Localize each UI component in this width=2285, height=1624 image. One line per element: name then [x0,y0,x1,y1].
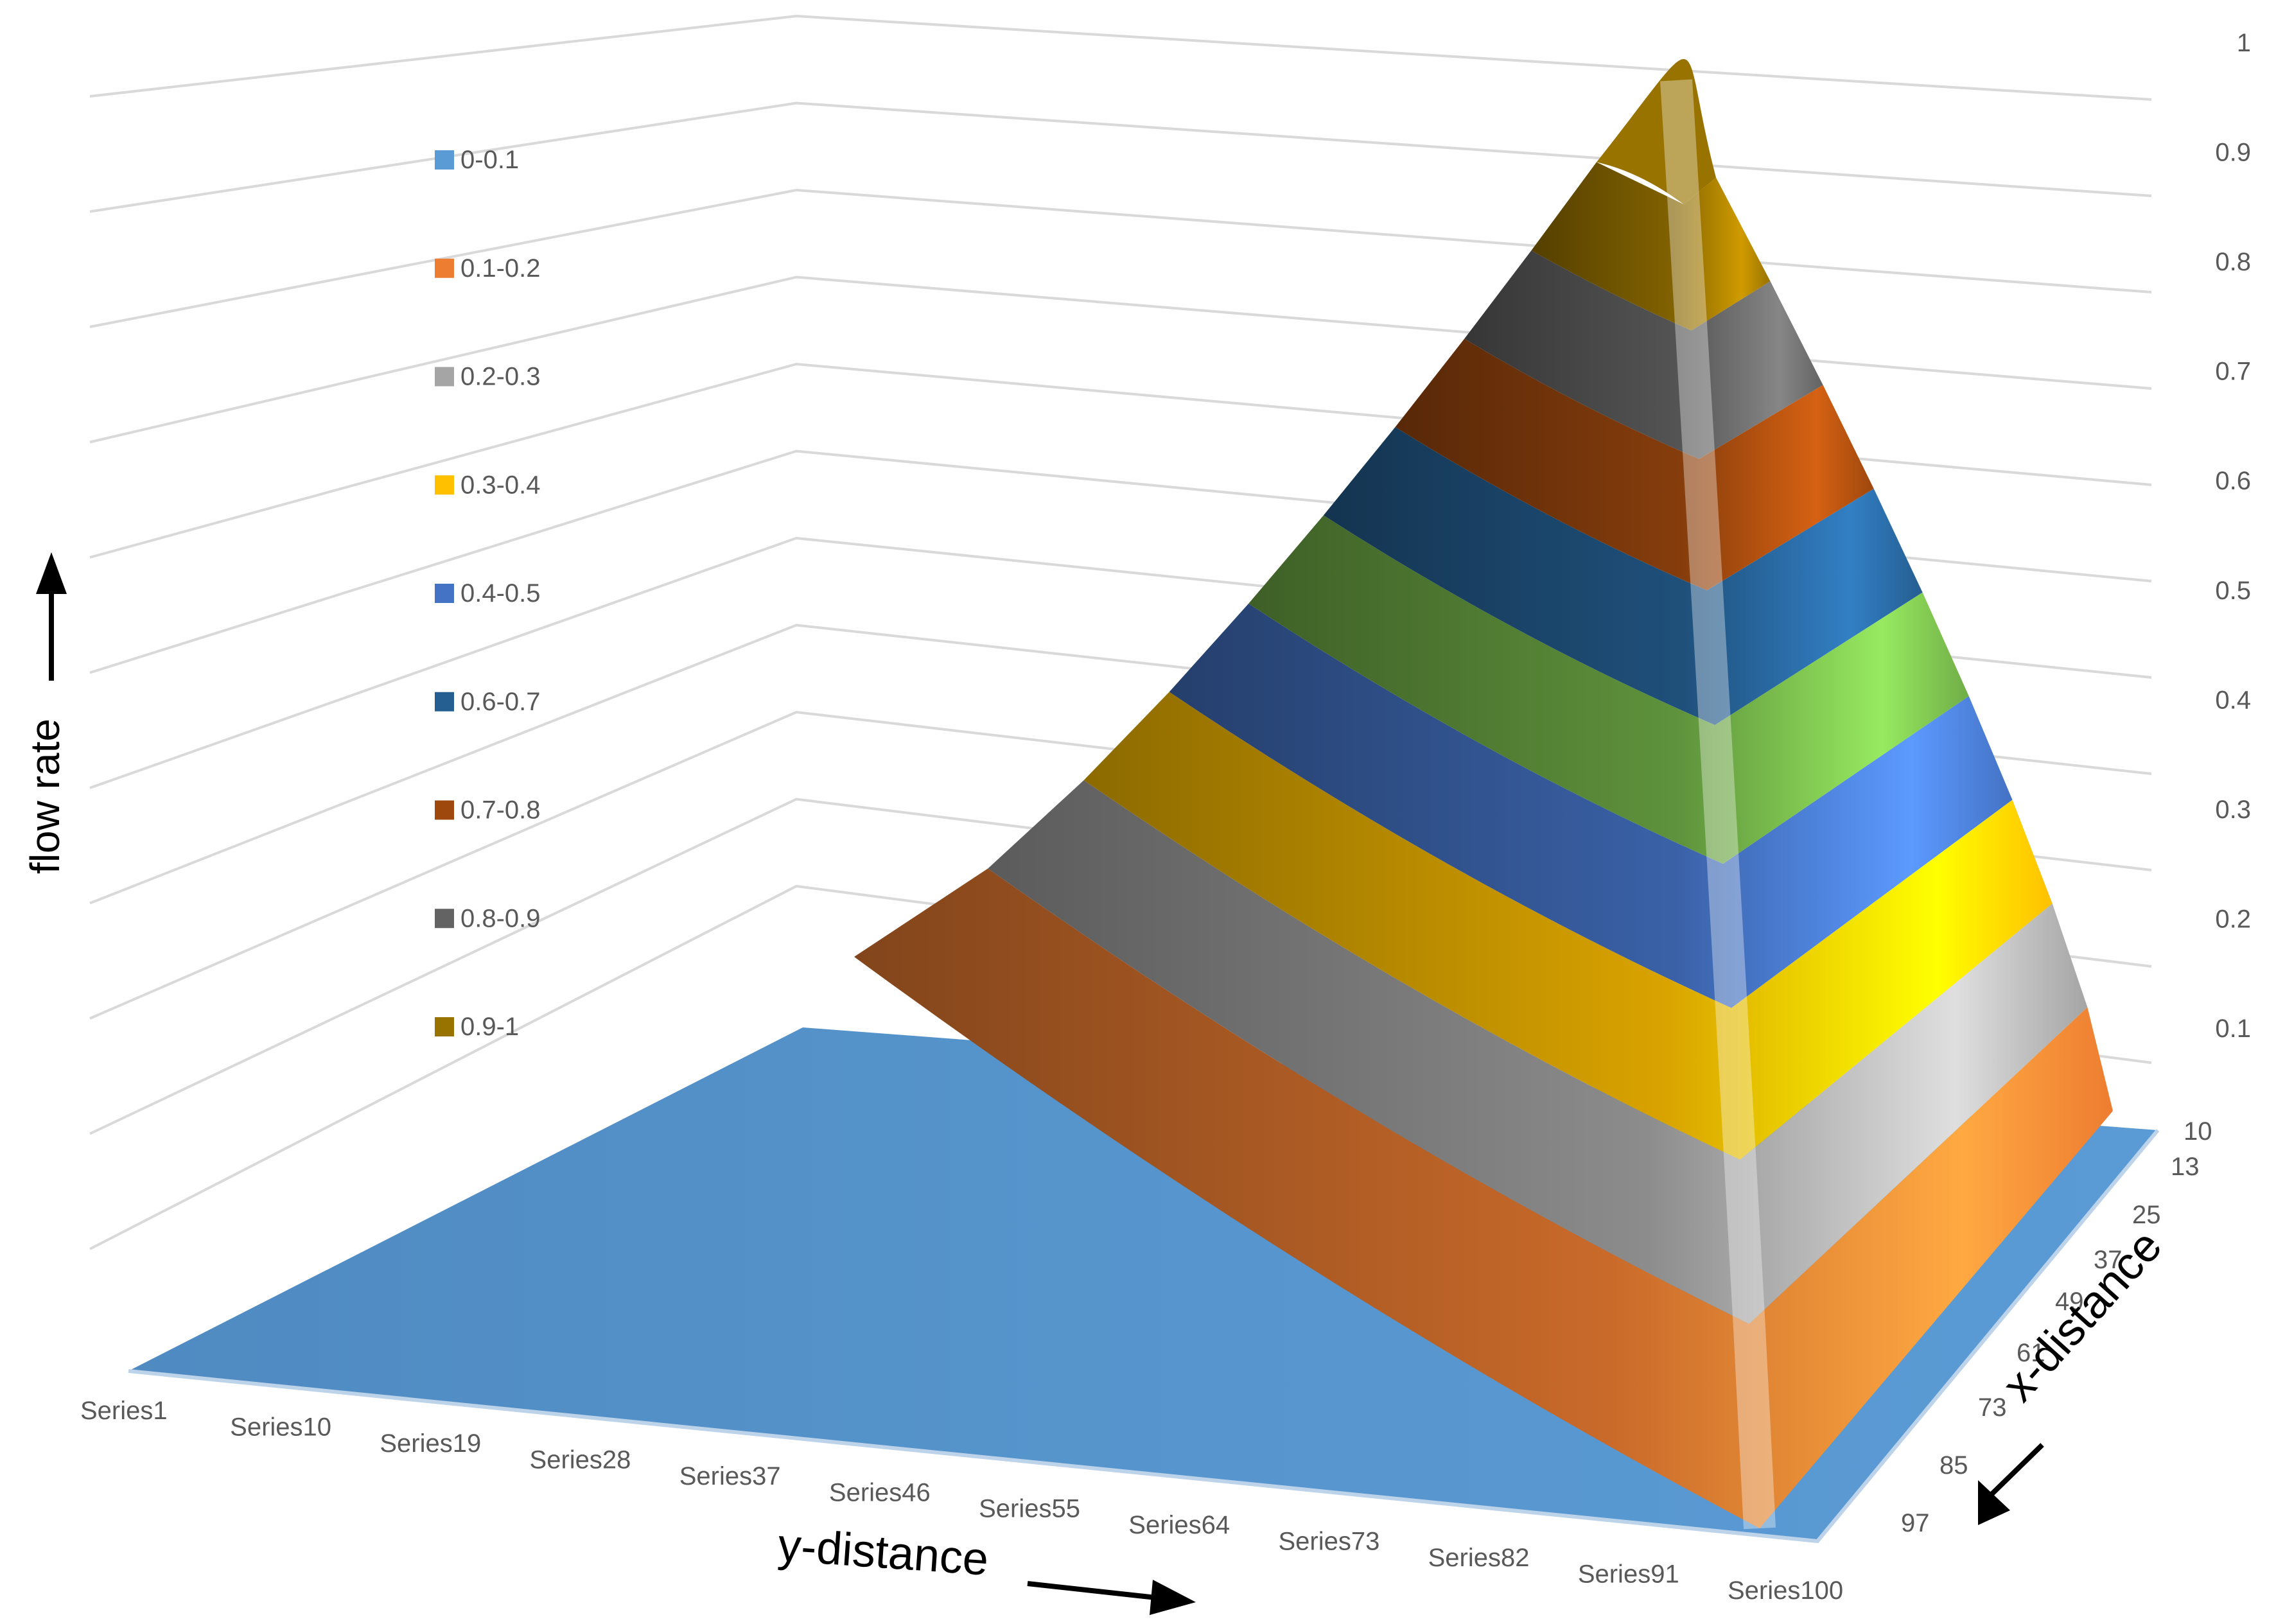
legend-swatch [435,475,454,495]
surface-band-0-7 [1395,338,1874,591]
z-tick-label: 0.5 [2215,577,2251,605]
legend-swatch [435,150,454,170]
surface-band-0-2 [988,780,2088,1324]
z-tick-label: 0.3 [2215,796,2251,824]
legend-swatch [435,909,454,929]
legend-label: 0.4-0.5 [460,579,541,607]
surface-band-0-5 [1248,515,1969,864]
z-axis-arrow [36,552,67,681]
z-axis-title: flow rate [22,719,68,874]
floor-edge [128,1129,2160,1544]
x-tick-label: 10 [2184,1117,2212,1146]
legend-swatch [435,692,454,712]
x-axis-arrow [1978,1443,2044,1525]
y-tick-label: Series37 [679,1462,781,1490]
legend-label: 0.6-0.7 [460,688,541,716]
x-tick-label: 49 [2055,1288,2084,1316]
gridline [89,275,2152,444]
x-tick-label: 13 [2171,1153,2200,1181]
z-tick-label: 0.4 [2215,686,2251,714]
legend-label: 0.7-0.8 [460,796,541,825]
y-tick-label: Series28 [530,1445,631,1474]
y-tick-label: Series73 [1278,1528,1379,1556]
x-tick-label: 73 [1978,1393,2007,1422]
legend-label: 0.8-0.9 [460,904,541,932]
surface-bands [854,58,2113,1528]
y-axis-title: y-distance [776,1519,990,1585]
x-tick-label: 85 [1939,1451,1968,1480]
x-tick-label: 25 [2132,1201,2161,1229]
legend-label: 0-0.1 [460,146,519,174]
surface-band-0-8 [1464,250,1823,459]
surface-band-0-9 [1596,58,1716,205]
gridline [89,14,2152,101]
y-tick-label: Series10 [230,1413,331,1441]
y-tick-label: Series100 [1728,1576,1843,1605]
x-axis-tick-labels: 10 13 25 37 49 61 73 85 97 [1901,1117,2212,1537]
surface-band-0-4 [1169,604,2013,1008]
legend: 0-0.1 0.1-0.2 0.2-0.3 0.3-0.4 0.4-0.5 0.6-0.7… [435,146,541,1041]
y-tick-label: Series91 [1578,1560,1679,1589]
z-tick-label: 0.1 [2215,1015,2251,1043]
y-tick-label: Series55 [979,1495,1080,1523]
y-axis-arrow [1027,1580,1196,1615]
gridline [89,188,2152,328]
y-tick-label: Series64 [1128,1511,1230,1539]
legend-swatch [435,1017,454,1036]
legend-label: 0.2-0.3 [460,363,541,391]
z-tick-label: 1 [2237,29,2251,57]
legend-swatch [435,258,454,278]
z-tick-label: 0.7 [2215,358,2251,386]
z-tick-label: 0.8 [2215,248,2251,276]
legend-label: 0.1-0.2 [460,254,541,283]
z-tick-label: 0.6 [2215,467,2251,495]
surface-band-0-1 [854,868,2113,1528]
gridline [89,101,2152,213]
legend-label: 0.9-1 [460,1013,519,1041]
y-tick-label: Series1 [80,1397,168,1425]
surface-band-0-6 [1323,427,1923,725]
x-tick-label: 61 [2017,1339,2045,1367]
z-tick-label: 0.2 [2215,905,2251,933]
surface-band-0-3 [1083,692,2053,1160]
z-tick-label: 0.9 [2215,139,2251,167]
legend-swatch [435,367,454,387]
y-tick-label: Series46 [829,1478,931,1506]
surface-ridge-highlight [1660,79,1776,1530]
z-axis-tick-labels: 1 0.9 0.8 0.7 0.6 0.5 0.4 0.3 0.2 0.1 [2215,29,2251,1043]
legend-swatch [435,800,454,820]
y-tick-label: Series82 [1428,1544,1530,1572]
surface-band-0-9 [1531,162,1771,331]
ridge-highlight [1660,79,1776,1530]
legend-swatch [435,584,454,603]
y-tick-label: Series19 [380,1429,481,1458]
x-tick-label: 37 [2094,1246,2123,1274]
x-tick-label: 97 [1901,1509,1930,1537]
y-axis-tick-labels: Series1 Series10 Series19 Series28 Series37 S… [80,1397,1843,1605]
legend-label: 0.3-0.4 [460,471,541,499]
